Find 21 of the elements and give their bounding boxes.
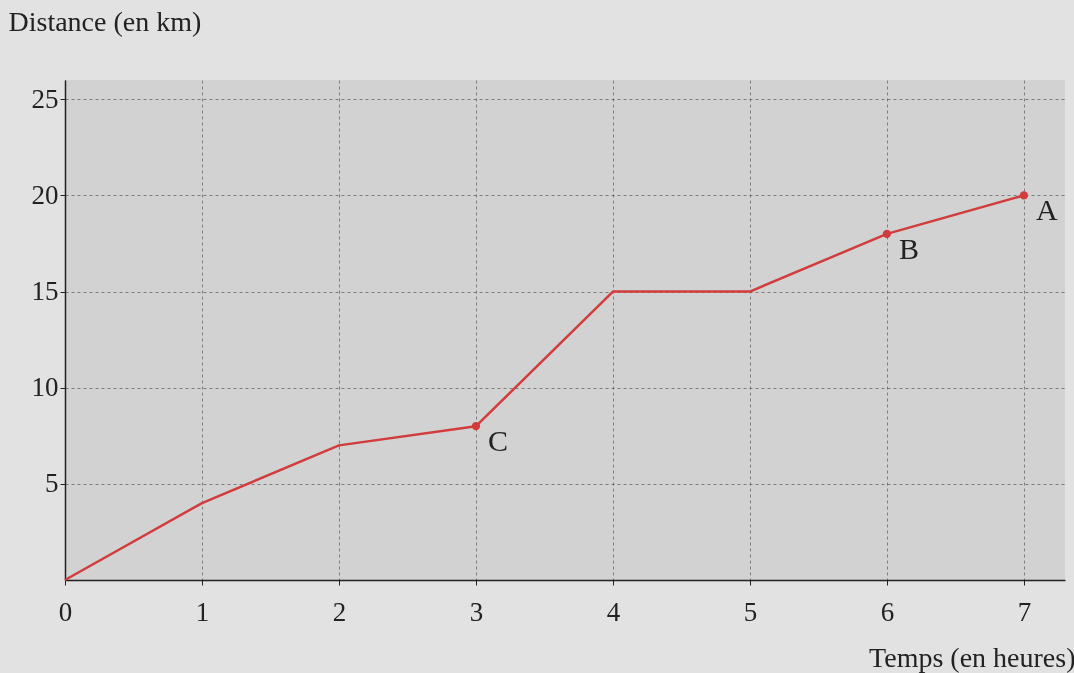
x-tick-label: 3 bbox=[469, 596, 484, 627]
x-axis-title: Temps (en heures) bbox=[869, 641, 1074, 673]
x-tick-label: 5 bbox=[743, 596, 758, 627]
annotation: B bbox=[898, 231, 919, 265]
x-tick-label: 6 bbox=[880, 596, 895, 627]
annotation: A bbox=[1035, 193, 1058, 227]
point bbox=[882, 229, 892, 239]
point bbox=[471, 421, 481, 431]
y-tick-label: 5 bbox=[45, 468, 59, 499]
point bbox=[1019, 191, 1029, 200]
annotation: C bbox=[487, 424, 508, 458]
x-tick-label: 1 bbox=[195, 596, 210, 627]
y-axis-title: Distance (en km) bbox=[8, 5, 202, 37]
x-tick-label: 0 bbox=[58, 596, 73, 627]
y-tick-label: 10 bbox=[31, 372, 59, 403]
x-tick-label: 4 bbox=[606, 596, 621, 627]
y-tick-label: 20 bbox=[31, 179, 59, 210]
y-tick-label: 15 bbox=[31, 276, 59, 307]
x-tick-label: 7 bbox=[1017, 596, 1032, 627]
y-tick-label: 25 bbox=[31, 83, 59, 114]
x-tick-label: 2 bbox=[332, 596, 347, 627]
